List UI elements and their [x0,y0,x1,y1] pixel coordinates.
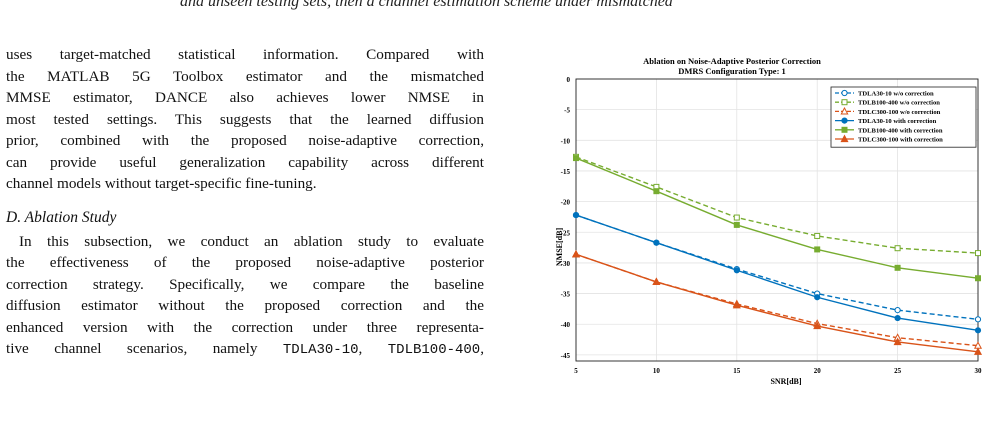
data-point [974,327,982,334]
data-point [653,188,660,195]
y-tick-label: -15 [561,168,571,176]
left-column: uses target-matched statistical informat… [6,44,484,362]
data-point [894,245,901,252]
data-point [653,239,660,246]
axes: 0 -5 -10 -15 -20 -25 -30 -35 -40 -455 10 15 20 25 30 [561,76,982,375]
legend-box [830,86,977,148]
x-tick-label: 15 [733,367,741,375]
data-point [571,249,581,258]
legend-label: TDLA30-10 with correction [858,118,937,125]
figure-ablation: Ablation on Noise-Adaptive Posterior Cor… [540,52,991,422]
data-point [652,277,661,286]
data-point [732,300,741,309]
series-line [575,253,979,353]
channel-code: TDLA30-10 [282,342,359,358]
data-point [975,250,981,257]
paragraph-line: tive channel scenarios, namely TDLA30-10… [6,338,484,362]
y-tick-label: -40 [561,321,571,329]
line-text: , [480,340,484,357]
y-tick-label: 0 [567,76,571,84]
legend-marker [841,126,848,133]
legend-label: TDLC300-100 w/o correction [858,109,941,116]
paragraph-line: diffusion estimator without the proposed… [6,297,484,314]
data-point [813,321,822,330]
y-tick-label: -35 [561,291,571,299]
x-tick-label: 30 [975,367,983,375]
y-tick-label: -20 [561,199,571,207]
data-point [975,275,981,282]
y-axis-label: NMSE[dB] [555,228,564,267]
series-line [575,157,979,279]
y-tick-label: -5 [564,107,570,115]
legend-label: TDLC300-100 with correction [858,137,943,144]
paragraph-line: uses target-matched statistical informat… [6,46,484,63]
paragraph-line: In this subsection, we conduct an ablati… [19,232,484,250]
data-point [814,246,821,253]
paragraph-line: can provide useful generalization capabi… [6,153,484,171]
legend-marker [841,117,848,124]
paragraph-line: most tested settings. This suggests that… [6,110,484,128]
series-group [571,153,983,355]
paragraph-ablation: In this subsection, we conduct an ablati… [6,231,484,362]
legend-label: TDLB100-400 w/o correction [858,100,940,107]
data-point [974,316,982,323]
legend-marker [840,134,849,143]
y-tick-label: -30 [561,260,571,268]
series [571,249,983,349]
series [573,153,981,257]
legend-label: TDLB100-400 with correction [858,127,943,134]
paragraph-line: channel models without target-specific f… [6,175,317,192]
x-tick-label: 20 [814,367,822,375]
chart-subtitle: DMRS Configuration Type: 1 [678,66,786,76]
data-point [894,264,901,271]
data-point [573,155,579,162]
series [573,155,981,282]
series [571,249,983,355]
data-point [893,337,902,346]
data-point [733,214,740,221]
x-tick-label: 25 [894,367,902,375]
data-point [973,347,983,355]
paragraph-line: enhanced version with the correction und… [6,318,484,336]
legend-marker [840,106,849,115]
y-tick-label: -10 [561,137,571,145]
x-axis-label: SNR[dB] [770,377,801,386]
plot-frame [575,78,979,362]
paragraph-line: MMSE estimator, DANCE also achieves lowe… [6,89,484,106]
chart-title: Ablation on Noise-Adaptive Posterior Cor… [643,56,821,66]
section-heading: D. Ablation Study [6,208,117,226]
line-text: , [358,340,388,357]
paragraph-line: the effectiveness of the proposed noise-… [6,254,484,271]
paragraph-line: correction strategy. Specifically, we co… [6,275,484,293]
y-tick-label: -45 [561,352,571,360]
line-text: tive channel scenarios, namely [6,340,283,357]
data-point [814,232,821,239]
channel-code: TDLB100-400 [387,342,481,358]
nmse-chart: Ablation on Noise-Adaptive Posterior Cor… [555,56,983,386]
series [572,211,982,334]
series-line [575,253,979,347]
data-point [894,314,901,322]
data-point [814,294,821,301]
paragraph-generalization: uses target-matched statistical informat… [6,44,484,195]
paragraph-line: prior, combined with the proposed noise-… [6,132,484,149]
x-tick-label: 5 [574,367,578,375]
x-tick-label: 10 [653,367,661,375]
data-point [894,307,901,314]
paragraph-line: the MATLAB 5G Toolbox estimator and the … [6,67,484,85]
y-tick-label: -25 [561,229,571,237]
clipped-heading-text: and unseen testing sets, then a channel … [180,0,673,10]
series [572,211,982,323]
legend-label: TDLA30-10 w/o correction [858,91,934,98]
legend-marker [841,89,848,97]
series-line [575,214,979,321]
legend: TDLA30-10 w/o correction TDLB100-400 w/o … [830,86,977,148]
data-point [733,267,740,274]
legend-marker [841,99,848,106]
data-point [572,211,580,219]
series-line [575,214,979,332]
data-point [733,221,740,228]
